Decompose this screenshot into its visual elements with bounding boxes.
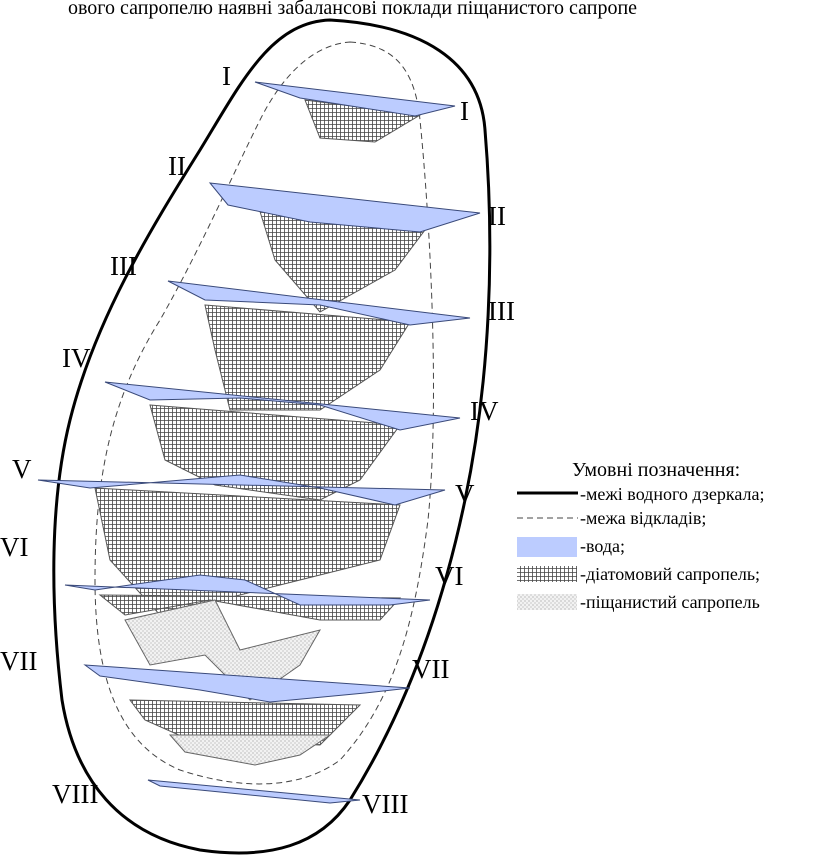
- legend-item: -межа відкладів;: [580, 508, 706, 528]
- legend-item: -межі водного дзеркала;: [580, 484, 764, 504]
- section-label: III: [488, 296, 515, 326]
- section-label: III: [110, 251, 137, 281]
- section-label: V: [455, 479, 475, 509]
- section-label: VII: [0, 646, 37, 676]
- legend-swatch: [517, 594, 577, 610]
- water: [147, 779, 361, 804]
- section-label: VI: [435, 561, 464, 591]
- section-label: IV: [470, 396, 499, 426]
- sandy-sapropel: [124, 599, 322, 701]
- section-label: VIII: [362, 789, 408, 819]
- section-label: IV: [62, 343, 91, 373]
- water: [104, 381, 461, 431]
- section-label: II: [168, 151, 186, 181]
- sandy-sapropel: [168, 734, 332, 766]
- legend-title: Умовні позначення:: [572, 459, 740, 481]
- legend-swatch: [517, 566, 577, 582]
- water: [83, 664, 411, 703]
- legend-item: -вода;: [580, 536, 625, 556]
- section-label: VIII: [52, 779, 98, 809]
- water: [37, 474, 446, 506]
- water: [208, 182, 481, 233]
- caption: ового сапропелю наявні забалансові покла…: [68, 0, 637, 19]
- section-label: I: [222, 61, 231, 91]
- legend-item: -діатомовий сапропель;: [580, 564, 760, 584]
- water: [64, 574, 431, 606]
- section-label: I: [460, 96, 469, 126]
- section-label: VI: [0, 532, 29, 562]
- legend-item: -піщанистий сапропель: [580, 592, 760, 612]
- section-label: VII: [412, 654, 449, 684]
- water-boundary: [52, 18, 492, 855]
- legend-swatch: [517, 537, 577, 557]
- water: [254, 81, 456, 117]
- deposit-boundary: [94, 41, 434, 785]
- section-label: V: [12, 454, 32, 484]
- section-label: II: [488, 201, 506, 231]
- diatom-sapropel: [204, 304, 411, 411]
- water: [167, 280, 471, 326]
